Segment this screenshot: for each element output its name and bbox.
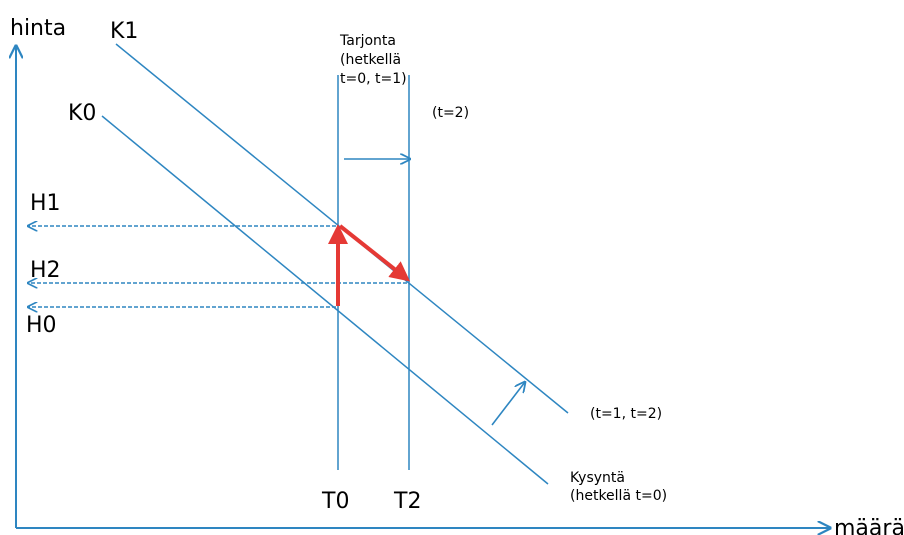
supply-note-line1: Tarjonta	[339, 33, 396, 49]
t2-label: T2	[393, 489, 421, 514]
supply-note-line2: (hetkellä	[340, 52, 401, 68]
t2-period-note: (t=2)	[432, 105, 469, 121]
supply-note-line3: t=0, t=1)	[340, 71, 407, 87]
k0-note-line1: Kysyntä	[570, 470, 625, 486]
demand-shift-arrow	[491, 382, 525, 426]
k0-label: K0	[68, 101, 96, 126]
h1-label: H1	[30, 191, 61, 216]
k1-period-note: (t=1, t=2)	[590, 406, 662, 422]
k0-note-line2: (hetkellä t=0)	[570, 488, 667, 504]
k1-label: K1	[110, 19, 138, 44]
demand-curve-k0	[101, 115, 549, 485]
h2-label: H2	[30, 258, 61, 283]
price-adjust-arrow	[338, 224, 411, 282]
x-axis-label: määrä	[834, 516, 904, 535]
h0-label: H0	[26, 313, 57, 338]
t0-label: T0	[321, 489, 349, 514]
y-axis-label: hinta	[10, 16, 66, 41]
